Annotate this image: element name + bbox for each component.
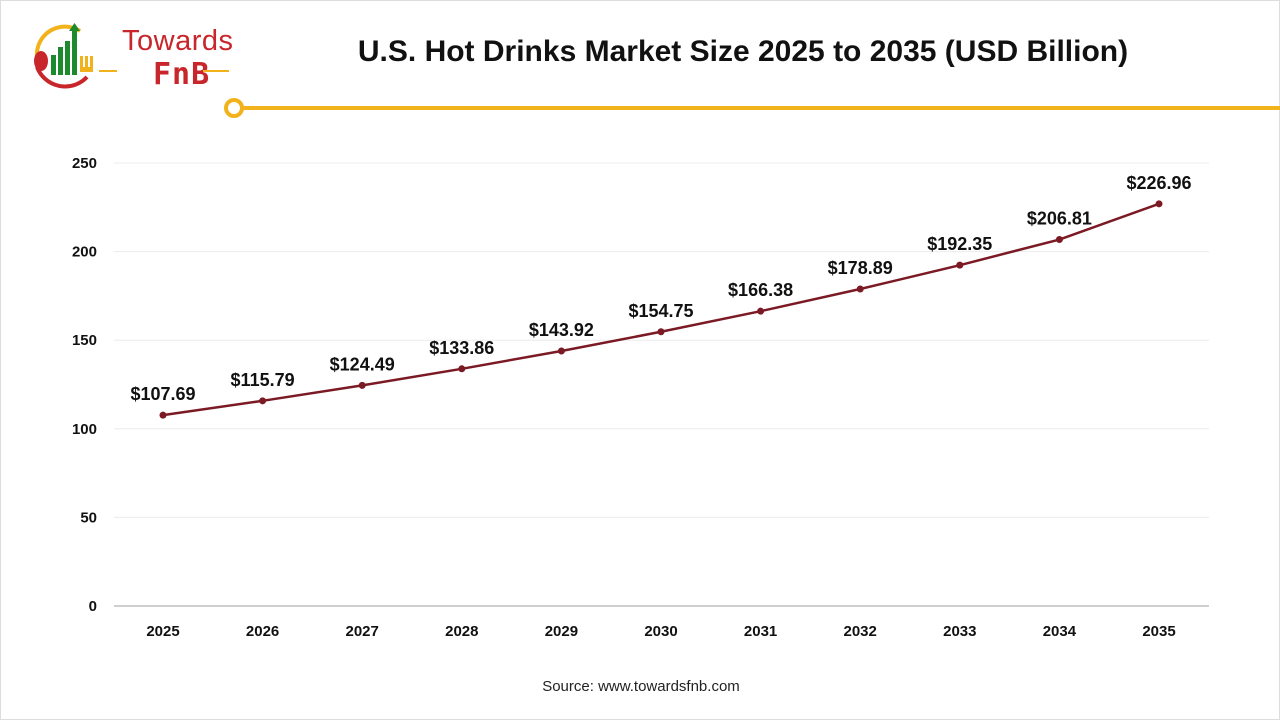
data-label: $124.49 [330, 354, 395, 374]
x-tick-label: 2027 [346, 623, 379, 640]
header-accent-line [224, 98, 1280, 118]
towards-fnb-logo: Towards FnB [25, 19, 233, 92]
x-tick-label: 2026 [246, 623, 279, 640]
data-point [956, 261, 964, 269]
data-label: $178.89 [828, 258, 893, 278]
data-point [458, 365, 466, 373]
data-point [259, 397, 267, 405]
logo-text-fnb: FnB [153, 57, 211, 92]
data-label: $206.81 [1027, 209, 1092, 229]
data-point [1055, 236, 1063, 244]
data-label: $226.96 [1126, 173, 1191, 193]
data-label: $143.92 [529, 320, 594, 340]
x-tick-label: 2034 [1043, 623, 1077, 640]
x-tick-label: 2025 [146, 623, 179, 640]
data-label: $166.38 [728, 280, 793, 300]
y-tick-label: 200 [72, 244, 97, 261]
logo-underline-icon [203, 70, 229, 72]
x-tick-label: 2031 [744, 623, 777, 640]
data-point [757, 307, 765, 315]
data-label: $154.75 [628, 301, 693, 321]
data-label: $133.86 [429, 338, 494, 358]
x-tick-label: 2032 [844, 623, 877, 640]
source-note: Source: www.towardsfnb.com [542, 678, 740, 695]
logo-text-towards: Towards [122, 25, 234, 57]
x-tick-label: 2030 [644, 623, 677, 640]
data-point [557, 347, 565, 355]
data-label: $107.69 [130, 384, 195, 404]
logo-graphic-icon [34, 23, 117, 89]
data-point [856, 285, 864, 293]
data-point [358, 381, 366, 389]
data-point [657, 328, 665, 336]
x-tick-label: 2028 [445, 623, 478, 640]
data-point [1155, 200, 1163, 208]
x-tick-label: 2035 [1142, 623, 1175, 640]
y-tick-label: 0 [89, 598, 97, 615]
x-tick-label: 2033 [943, 623, 976, 640]
y-tick-label: 150 [72, 332, 97, 349]
data-point [159, 411, 167, 419]
y-tick-label: 250 [72, 155, 97, 172]
chart-title: U.S. Hot Drinks Market Size 2025 to 2035… [357, 35, 1129, 68]
data-label: $192.35 [927, 234, 992, 254]
y-tick-label: 50 [80, 509, 97, 526]
data-label: $115.79 [231, 370, 295, 390]
accent-circle-icon [224, 98, 244, 118]
x-tick-label: 2029 [545, 623, 578, 640]
y-tick-label: 100 [72, 421, 97, 438]
